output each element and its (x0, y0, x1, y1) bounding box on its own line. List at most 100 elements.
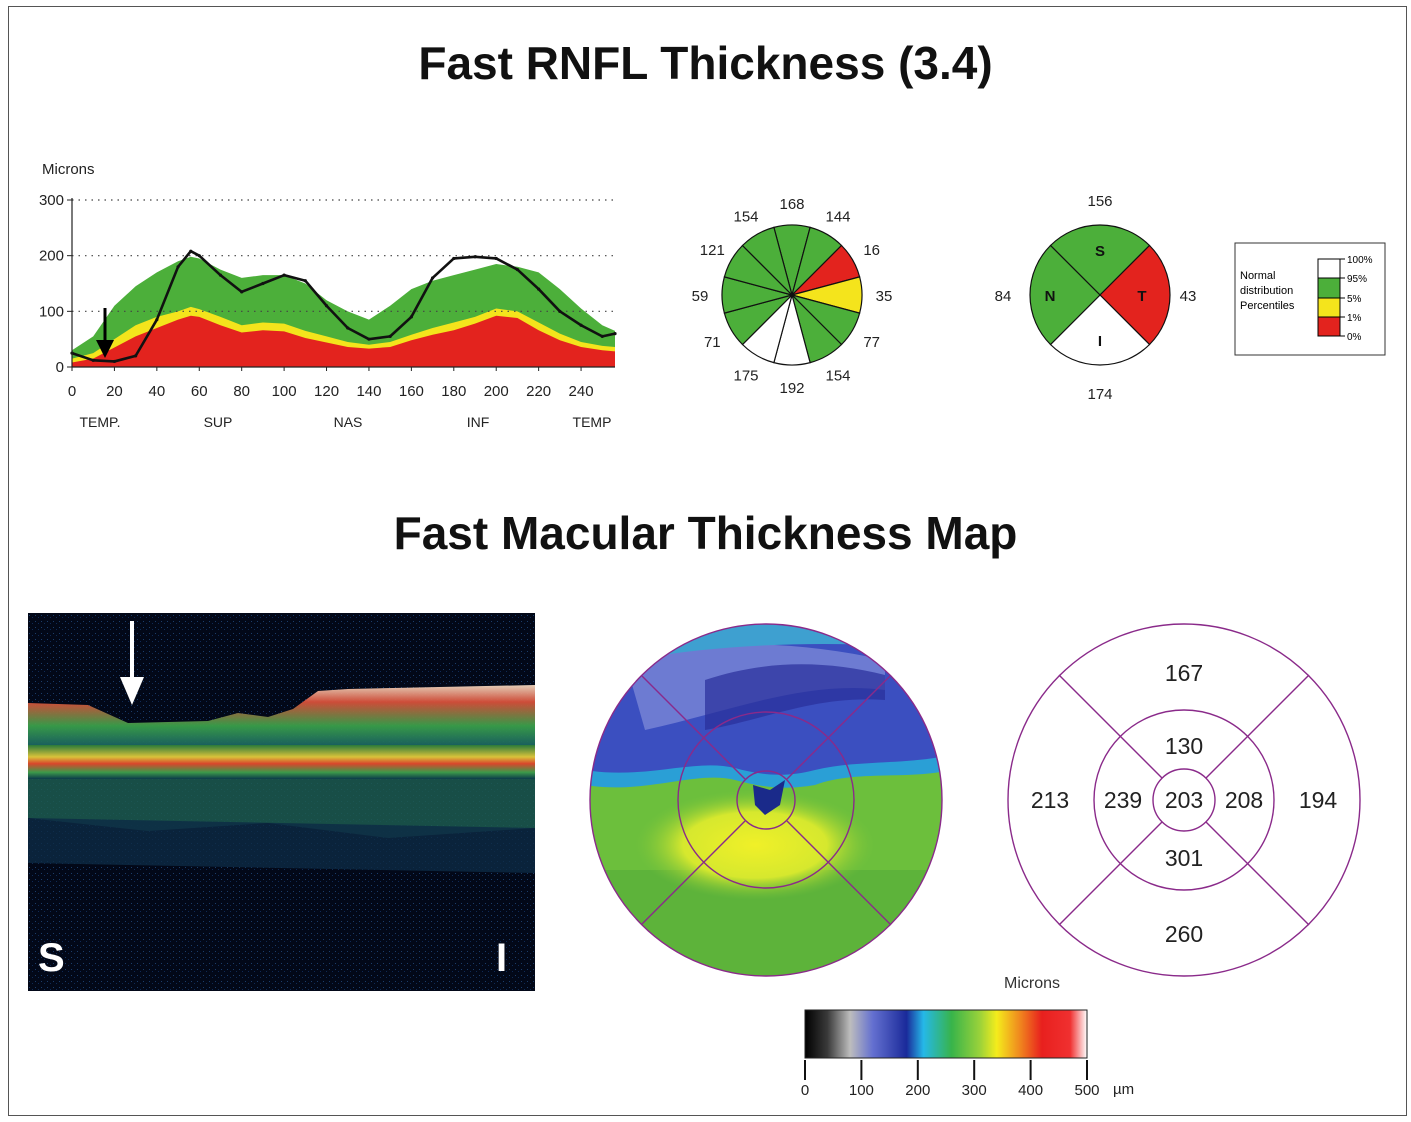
legend-tick-0: 0% (1347, 332, 1362, 343)
etdrs-inferior-inner: 301 (1165, 845, 1203, 871)
series-point (303, 279, 307, 283)
legend-swatch-red (1317, 316, 1341, 337)
legend-tick-1: 1% (1347, 313, 1362, 324)
clock-value: 175 (733, 368, 758, 385)
oct-label-s: S (38, 936, 65, 980)
series-point (155, 318, 159, 322)
clock-hour-chart: 168 144 16 35 77 154 192 175 71 59 121 154 (692, 196, 893, 397)
series-point (537, 287, 541, 291)
clock-value: 154 (733, 208, 758, 225)
etdrs-temporal-outer: 194 (1299, 787, 1338, 813)
clock-value: 168 (779, 196, 804, 213)
quad-sectors (1029, 224, 1171, 366)
legend-tick-5: 5% (1347, 294, 1362, 305)
x-tick-label: 160 (399, 383, 424, 400)
quadrant-value: 156 (1087, 193, 1112, 210)
region-label: INF (467, 414, 490, 430)
region-label: TEMP (573, 414, 612, 430)
series-point (282, 273, 286, 277)
legend-swatch-green (1317, 277, 1341, 299)
colorbar-tick-label: 100 (849, 1082, 874, 1099)
region-label: NAS (334, 414, 363, 430)
clock-value: 77 (863, 334, 880, 351)
rnfl-plot: Microns 300 200 100 00 20 40 60 80 100 120 140 160 1… (39, 161, 617, 430)
clock-value: 154 (825, 368, 850, 385)
series-point (430, 276, 435, 280)
legend-swatch-white (1317, 258, 1341, 279)
clock-sector (741, 226, 794, 298)
quadrant-temporal (1099, 244, 1171, 346)
plot-ylabel: Microns (42, 161, 95, 178)
y-tick-label: 200 (39, 248, 64, 265)
macular-title: Fast Macular Thickness Map (393, 507, 1018, 559)
clock-value: 16 (863, 242, 880, 259)
series-point (112, 359, 117, 364)
clock-value: 144 (825, 208, 850, 225)
x-tick-label: 80 (233, 383, 250, 400)
clock-value: 71 (704, 334, 721, 351)
series-point (218, 273, 223, 277)
x-tick-label: 120 (314, 383, 339, 400)
y-tick-label: 100 (39, 303, 64, 320)
quad-labels: S 156 T 43 I 174 N 84 (995, 193, 1197, 403)
series-point (558, 309, 562, 313)
x-tick-label: 180 (441, 383, 466, 400)
quadrant-letter: N (1045, 288, 1056, 305)
x-tick-label: 0 (68, 383, 76, 400)
etdrs-superior-outer: 167 (1165, 660, 1203, 686)
quadrant-value: 43 (1180, 288, 1197, 305)
clock-value: 59 (692, 288, 709, 305)
quadrant-nasal (1029, 244, 1101, 346)
series-point (240, 290, 244, 294)
clock-labels: 168 144 16 35 77 154 192 175 71 59 121 154 (692, 196, 893, 397)
plot-bands (72, 256, 615, 367)
band-1 (72, 315, 615, 367)
legend-title-1: Normal (1240, 270, 1275, 282)
quadrant-value: 84 (995, 288, 1012, 305)
series-point (388, 334, 392, 338)
percentile-legend: Normal distribution Percentiles 100% 95%… (1234, 242, 1386, 356)
etdrs-inferior-outer: 260 (1165, 921, 1203, 947)
quadrant-value: 174 (1087, 386, 1112, 403)
series-point (189, 249, 193, 253)
etdrs-nasal-inner: 239 (1104, 787, 1142, 813)
macular-color-map (589, 623, 943, 977)
white-arrow (120, 621, 144, 705)
etdrs-center: 203 (1165, 787, 1203, 813)
thickness-colorbar: Microns 0 100 200 300 400 500 µm (801, 975, 1134, 1099)
clock-value: 192 (779, 380, 804, 397)
series-point (409, 315, 413, 319)
arrow-marker (96, 308, 114, 358)
etdrs-superior-inner: 130 (1165, 733, 1203, 759)
quadrant-letter: I (1098, 333, 1102, 350)
series-point (91, 358, 95, 362)
x-tick-label: 40 (149, 383, 166, 400)
x-tick-label: 200 (484, 383, 509, 400)
legend-title-2: distribution (1240, 285, 1293, 297)
colorbar-unit: µm (1113, 1081, 1134, 1098)
series-point (134, 354, 138, 358)
plot-series (70, 249, 617, 364)
x-tick-label: 240 (569, 383, 594, 400)
quadrant-letter: S (1095, 243, 1105, 260)
legend-tick-95: 95% (1347, 274, 1367, 285)
y-tick-label: 300 (39, 192, 64, 209)
series-point (452, 256, 456, 261)
series-point (346, 326, 350, 330)
series-line (71, 249, 616, 363)
region-label: TEMP. (80, 414, 121, 430)
series-point (515, 267, 520, 272)
series-point (176, 265, 180, 269)
legend-swatch-yellow (1317, 297, 1341, 318)
oct-label-i: I (496, 936, 507, 980)
etdrs-temporal-inner: 208 (1225, 787, 1263, 813)
plot-regions: TEMP. SUP NAS INF TEMP (80, 414, 612, 430)
series-point (579, 323, 583, 327)
clock-sectors (721, 224, 863, 366)
clock-value: 121 (700, 242, 725, 259)
series-point (600, 334, 604, 338)
x-tick-label: 140 (356, 383, 381, 400)
etdrs-grid: 167 130 213 239 203 208 194 301 260 (1007, 623, 1361, 977)
colorbar-tick-label: 400 (1018, 1082, 1043, 1099)
legend-tick-100: 100% (1347, 255, 1373, 266)
